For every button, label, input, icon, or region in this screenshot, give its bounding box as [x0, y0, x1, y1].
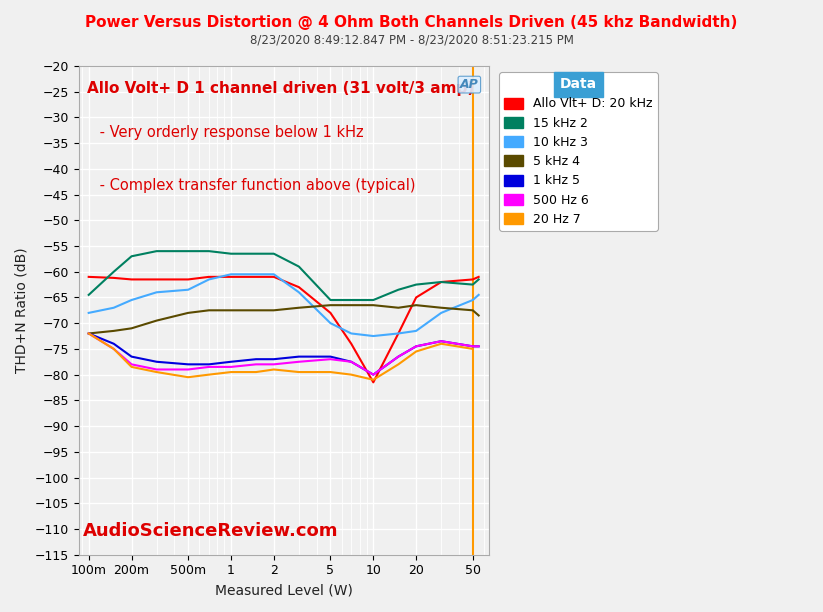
Legend: Allo Vlt+ D: 20 kHz, 15 kHz 2, 10 kHz 3, 5 kHz 4, 1 kHz 5, 500 Hz 6, 20 Hz 7: Allo Vlt+ D: 20 kHz, 15 kHz 2, 10 kHz 3,… — [500, 72, 658, 231]
Y-axis label: THD+N Ratio (dB): THD+N Ratio (dB) — [15, 247, 29, 373]
Text: AudioScienceReview.com: AudioScienceReview.com — [83, 522, 338, 540]
Text: Allo Volt+ D 1 channel driven (31 volt/3 amp): Allo Volt+ D 1 channel driven (31 volt/3… — [87, 81, 474, 95]
X-axis label: Measured Level (W): Measured Level (W) — [215, 583, 353, 597]
Text: AP: AP — [460, 78, 479, 91]
Text: 8/23/2020 8:49:12.847 PM - 8/23/2020 8:51:23.215 PM: 8/23/2020 8:49:12.847 PM - 8/23/2020 8:5… — [249, 34, 574, 47]
Text: - Very orderly response below 1 kHz: - Very orderly response below 1 kHz — [95, 125, 364, 140]
Text: Power Versus Distortion @ 4 Ohm Both Channels Driven (45 khz Bandwidth): Power Versus Distortion @ 4 Ohm Both Cha… — [86, 15, 737, 31]
Text: - Complex transfer function above (typical): - Complex transfer function above (typic… — [95, 178, 416, 193]
